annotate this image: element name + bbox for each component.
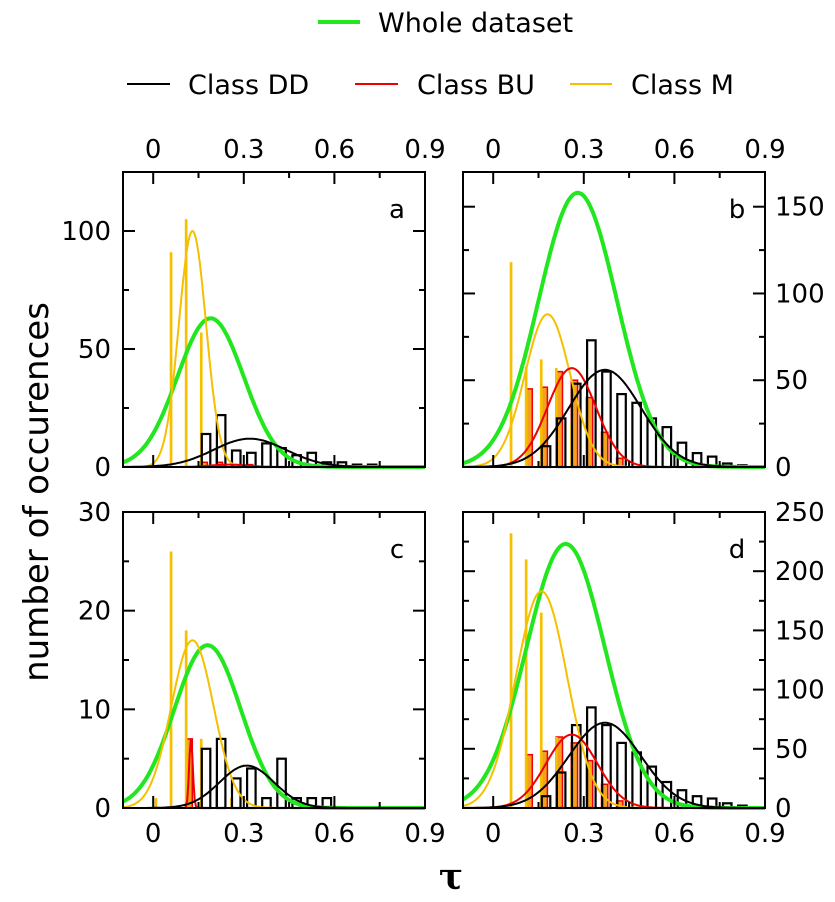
- bar-m: [199, 332, 203, 467]
- panel-letter: d: [729, 535, 746, 565]
- curve-m: [123, 229, 425, 468]
- bar-m: [154, 798, 158, 808]
- x-tick-label: 0.6: [654, 135, 695, 165]
- y-tick-label: 20: [78, 597, 111, 627]
- legend-label-whole: Whole dataset: [378, 8, 573, 39]
- y-tick-label: 200: [775, 557, 825, 587]
- curve-dd: [462, 368, 765, 468]
- x-tick-label: 0.9: [744, 135, 785, 165]
- curve-dd: [463, 721, 765, 809]
- y-tick-label: 100: [61, 217, 111, 247]
- bar-m: [184, 219, 188, 467]
- y-tick-label: 50: [775, 366, 808, 396]
- bar-dd: [631, 401, 643, 469]
- x-tick-label: 0.3: [563, 819, 604, 849]
- y-tick-label: 30: [78, 498, 111, 528]
- panel-a: 0 0.3 0.6 0.9 0 50 100 a: [61, 135, 445, 483]
- x-tick-label: 0.6: [654, 819, 695, 849]
- plot-frame: [122, 511, 426, 809]
- panel-letter: b: [729, 195, 746, 225]
- y-tick-label: 10: [78, 695, 111, 725]
- y-tick-label: 0: [94, 453, 111, 483]
- legend-label-bu: Class BU: [417, 70, 535, 101]
- panel-c: 0 0.3 0.6 0.9 0 10 20 30 c: [78, 498, 446, 849]
- legend: Whole dataset Class DD Class BU Class M: [127, 8, 734, 101]
- legend-label-m: Class M: [631, 70, 734, 101]
- panel-letter: c: [390, 535, 404, 565]
- curve-bu: [123, 738, 425, 809]
- bar-m: [184, 630, 188, 808]
- x-tick-label: 0.6: [314, 135, 355, 165]
- bar-m: [169, 252, 173, 467]
- x-tick-label: 0.3: [223, 819, 264, 849]
- bar-m: [169, 551, 173, 808]
- panel-letter: a: [389, 195, 405, 225]
- bar-m: [509, 533, 513, 808]
- y-tick-label: 100: [775, 279, 825, 309]
- bar-dd: [276, 757, 287, 810]
- bar-m: [539, 359, 543, 467]
- curve-m: [462, 590, 765, 809]
- x-tick-label: 0.9: [404, 819, 445, 849]
- y-tick-label: 0: [775, 453, 792, 483]
- x-tick-label: 0: [485, 819, 502, 849]
- plot-frame: [462, 171, 766, 468]
- curve-bu: [463, 733, 765, 809]
- x-axis-label: τ: [439, 856, 463, 898]
- y-tick-label: 150: [775, 193, 825, 223]
- panel-b: 0 0.3 0.6 0.9 0 50 100 150 b: [462, 135, 825, 483]
- curve-bu: [463, 367, 765, 468]
- x-tick-label: 0.6: [314, 819, 355, 849]
- y-tick-label: 150: [775, 616, 825, 646]
- y-axis-label: number of occurences: [17, 302, 57, 682]
- x-tick-label: 0: [485, 135, 502, 165]
- bar-m: [524, 366, 528, 467]
- y-tick-label: 0: [775, 794, 792, 824]
- y-tick-label: 0: [94, 794, 111, 824]
- x-tick-label: 0.9: [404, 135, 445, 165]
- bar-m: [509, 262, 513, 467]
- bar-m: [539, 612, 543, 808]
- plot-frame: [462, 511, 766, 809]
- y-tick-label: 100: [775, 676, 825, 706]
- bar-m: [524, 559, 528, 808]
- x-tick-label: 0.3: [223, 135, 264, 165]
- x-tick-label: 0.3: [563, 135, 604, 165]
- curve-whole: [461, 542, 765, 810]
- legend-label-dd: Class DD: [188, 70, 309, 101]
- y-tick-label: 50: [78, 335, 111, 365]
- y-tick-label: 250: [775, 498, 825, 528]
- curve-whole: [462, 190, 765, 469]
- y-tick-label: 50: [775, 735, 808, 765]
- bar-dd: [200, 747, 212, 810]
- x-tick-label: 0: [145, 135, 162, 165]
- x-tick-label: 0: [145, 819, 162, 849]
- x-tick-label: 0.9: [744, 819, 785, 849]
- plot-frame: [122, 171, 426, 468]
- bar-dd: [261, 442, 272, 469]
